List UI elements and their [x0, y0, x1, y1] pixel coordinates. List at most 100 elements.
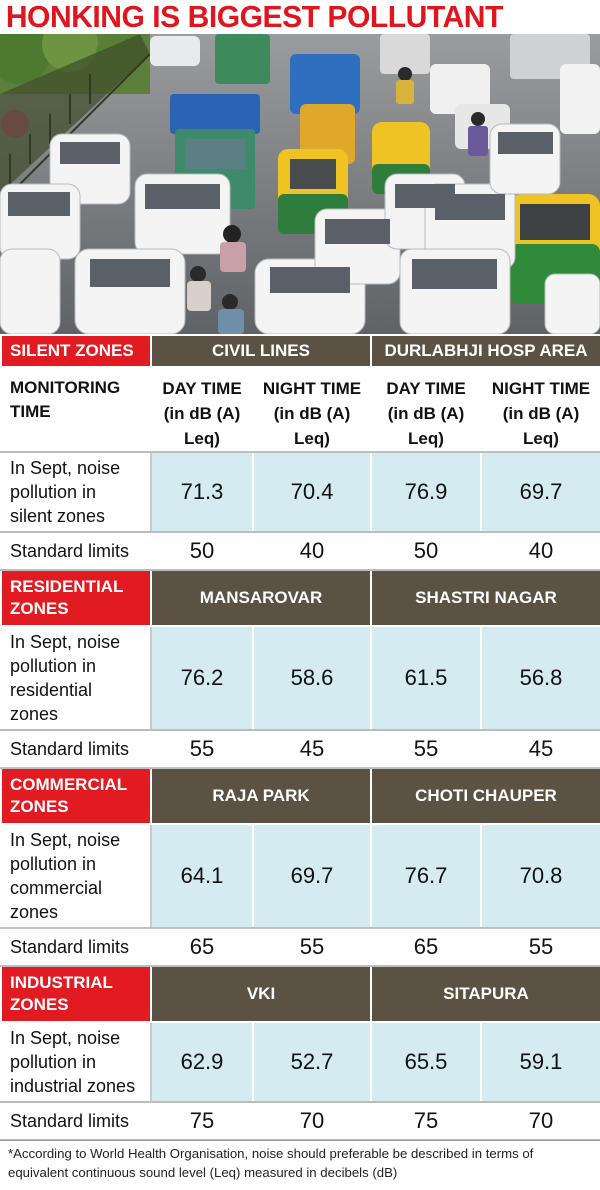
text-line: ZONES	[10, 599, 69, 618]
noise-value: 69.7	[252, 823, 372, 929]
zone-header-row: SILENT ZONES CIVIL LINES DURLABHJI HOSP AR…	[0, 334, 600, 368]
noise-value: 69.7	[480, 451, 600, 533]
measurement-row: In Sept, noise pollution in industrial zon…	[0, 1021, 600, 1103]
text-line: (in dB (A)	[387, 404, 465, 423]
noise-value: 52.7	[252, 1021, 372, 1103]
standard-limit-value: 50	[370, 531, 482, 571]
text-line: (in dB (A)	[163, 404, 241, 423]
standard-limit-value: 70	[252, 1101, 372, 1141]
text-line: (in dB (A)	[502, 404, 580, 423]
area-header: CHOTI CHAUPER	[370, 767, 600, 825]
zone-label: SILENT ZONES	[0, 334, 152, 368]
noise-value: 70.4	[252, 451, 372, 533]
area-header: MANSAROVAR	[150, 569, 372, 627]
standard-limit-value: 40	[480, 531, 600, 571]
text-line: pollution in	[10, 656, 97, 676]
measurement-row: In Sept, noise pollution in residential zon…	[0, 625, 600, 731]
noise-value: 64.1	[150, 823, 254, 929]
standard-limit-value: 75	[370, 1101, 482, 1141]
standard-limit-value: 50	[150, 531, 254, 571]
area-header: RAJA PARK	[150, 767, 372, 825]
text-line: In Sept, noise	[10, 458, 121, 478]
traffic-jam-illustration	[0, 34, 600, 334]
noise-value: 71.3	[150, 451, 254, 533]
text-line: COMMERCIAL	[10, 775, 128, 794]
footnote: *According to World Health Organisation,…	[0, 1140, 600, 1190]
text-line: In Sept, noise	[10, 632, 121, 652]
text-line: pollution in	[10, 482, 97, 502]
noise-value: 76.2	[150, 625, 254, 731]
text-line: Leq)	[408, 429, 444, 448]
text-line: Leq)	[523, 429, 559, 448]
text-line: TIME	[10, 402, 51, 421]
standard-limits-row: Standard limits 75 70 75 70	[0, 1101, 600, 1141]
text-line: (in dB (A)	[273, 404, 351, 423]
standard-limit-value: 55	[480, 927, 600, 967]
text-line: RESIDENTIAL	[10, 577, 124, 596]
text-line: silent zones	[10, 506, 106, 526]
zone-label: COMMERCIAL ZONES	[0, 767, 152, 825]
text-line: zones	[10, 704, 59, 724]
standard-limit-value: 65	[370, 927, 482, 967]
standard-limits-label: Standard limits	[0, 531, 152, 571]
noise-value: 58.6	[252, 625, 372, 731]
noise-value: 76.7	[370, 823, 482, 929]
area-header: SITAPURA	[370, 965, 600, 1023]
area-header: SHASTRI NAGAR	[370, 569, 600, 627]
text-line: ZONES	[10, 797, 69, 816]
text-line: pollution in	[10, 854, 97, 874]
noise-value: 70.8	[480, 823, 600, 929]
standard-limits-row: Standard limits 50 40 50 40	[0, 531, 600, 571]
standard-limit-value: 75	[150, 1101, 254, 1141]
text-line: SILENT ZONES	[10, 341, 134, 360]
noise-value: 61.5	[370, 625, 482, 731]
text-line: zones	[10, 902, 59, 922]
zone-header-row: COMMERCIAL ZONES RAJA PARK CHOTI CHAUPER	[0, 767, 600, 825]
standard-limits-label: Standard limits	[0, 927, 152, 967]
zone-header-row: RESIDENTIAL ZONES MANSAROVAR SHASTRI NAGAR	[0, 569, 600, 627]
zone-label: RESIDENTIAL ZONES	[0, 569, 152, 627]
headline: HONKING IS BIGGEST POLLUTANT	[5, 0, 504, 34]
zone-label: INDUSTRIAL ZONES	[0, 965, 152, 1023]
text-line: In Sept, noise	[10, 1028, 121, 1048]
measurement-label: In Sept, noise pollution in residential zon…	[0, 625, 152, 731]
text-line: residential	[10, 680, 93, 700]
text-line: ZONES	[10, 995, 69, 1014]
column-header-row: MONITORING TIME DAY TIME (in dB (A) Leq) NIGH…	[0, 366, 600, 453]
standard-limits-row: Standard limits 55 45 55 45	[0, 729, 600, 769]
text-line: Leq)	[294, 429, 330, 448]
noise-value: 59.1	[480, 1021, 600, 1103]
text-line: NIGHT TIME	[262, 379, 362, 398]
standard-limit-value: 40	[252, 531, 372, 571]
measurement-label: In Sept, noise pollution in silent zones	[0, 451, 152, 533]
text-line: INDUSTRIAL	[10, 973, 113, 992]
zone-header-row: INDUSTRIAL ZONES VKI SITAPURA	[0, 965, 600, 1023]
night-time-header: NIGHT TIME (in dB (A) Leq)	[480, 366, 600, 453]
measurement-row: In Sept, noise pollution in silent zones 71…	[0, 451, 600, 533]
text-line: DAY TIME	[386, 379, 466, 398]
standard-limits-row: Standard limits 65 55 65 55	[0, 927, 600, 967]
standard-limits-label: Standard limits	[0, 1101, 152, 1141]
measurement-row: In Sept, noise pollution in commercial zone…	[0, 823, 600, 929]
text-line: commercial	[10, 878, 103, 898]
area-header: DURLABHJI HOSP AREA	[370, 334, 600, 368]
standard-limit-value: 45	[480, 729, 600, 769]
standard-limit-value: 55	[252, 927, 372, 967]
text-line: pollution in	[10, 1052, 97, 1072]
traffic-photo	[0, 34, 600, 334]
area-header: VKI	[150, 965, 372, 1023]
standard-limit-value: 65	[150, 927, 254, 967]
noise-value: 62.9	[150, 1021, 254, 1103]
measurement-label: In Sept, noise pollution in commercial zone…	[0, 823, 152, 929]
text-line: In Sept, noise	[10, 830, 121, 850]
noise-value: 65.5	[370, 1021, 482, 1103]
noise-pollution-table: SILENT ZONES CIVIL LINES DURLABHJI HOSP AR…	[0, 334, 600, 1141]
monitoring-time-header: MONITORING TIME	[0, 366, 152, 453]
standard-limit-value: 55	[150, 729, 254, 769]
noise-value: 56.8	[480, 625, 600, 731]
day-time-header: DAY TIME (in dB (A) Leq)	[150, 366, 254, 453]
noise-value: 76.9	[370, 451, 482, 533]
standard-limit-value: 70	[480, 1101, 600, 1141]
standard-limit-value: 55	[370, 729, 482, 769]
text-line: NIGHT TIME	[491, 379, 591, 398]
